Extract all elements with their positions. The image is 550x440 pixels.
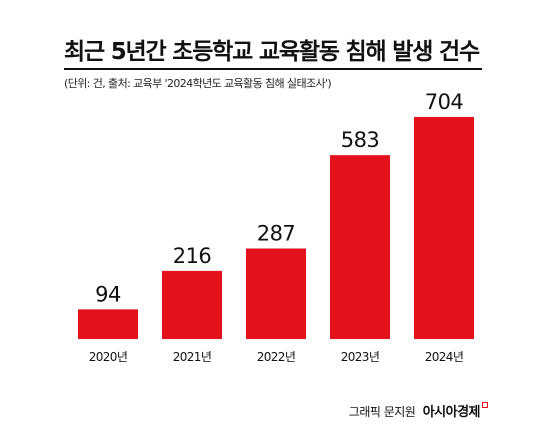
bar-2023년 [330,155,390,339]
chart-title: 최근 5년간 초등학교 교육활동 침해 발생 건수 [64,39,480,65]
bar-2020년 [78,309,138,339]
bar-value-label: 287 [257,221,296,245]
brand-mark-icon [482,402,488,408]
bars-group: 94 2020년 216 2021년 287 2022년 583 2023년 704 2024년 [78,90,474,364]
bar-2024년 [414,117,474,339]
x-tick-label: 2023년 [341,350,380,364]
x-tick-label: 2022년 [257,350,296,364]
brand-logo: 아시아경제 [422,405,481,420]
graphic-credit: 그래픽 문지원 [348,405,416,419]
bar-value-label: 94 [95,282,121,306]
bar-value-label: 704 [425,90,464,114]
footer: 그래픽 문지원 아시아경제 [349,401,488,420]
bar-value-label: 216 [173,244,212,268]
bar-2022년 [246,248,306,339]
bar-2021년 [162,270,222,339]
x-tick-label: 2024년 [425,350,464,364]
x-tick-label: 2021년 [173,350,212,364]
bar-value-label: 583 [341,128,380,152]
chart-subtitle: (단위: 건, 출처: 교육부 '2024학년도 교육활동 침해 실태조사') [64,77,332,90]
x-tick-label: 2020년 [89,350,128,364]
title-divider [64,68,482,70]
